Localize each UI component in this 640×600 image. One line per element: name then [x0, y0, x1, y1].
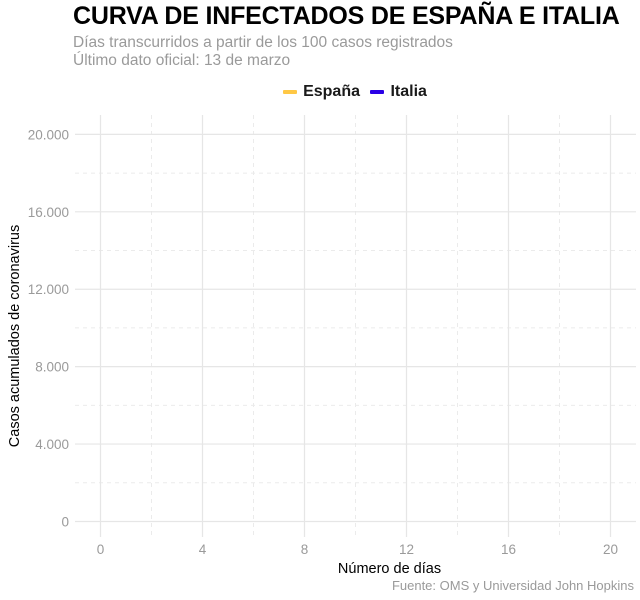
- legend: España Italia: [0, 81, 640, 101]
- legend-label-espana: España: [303, 83, 360, 100]
- x-tick-label: 4: [199, 542, 207, 557]
- x-axis-title: Número de días: [338, 561, 441, 577]
- legend-key-espana: [283, 90, 298, 94]
- y-tick-label: 0: [61, 515, 69, 530]
- x-tick-label: 8: [301, 542, 309, 557]
- chart-subtitle-line-1: Días transcurridos a partir de los 100 c…: [73, 34, 453, 51]
- chart-subtitle-line-2: Último dato oficial: 13 de marzo: [73, 52, 291, 69]
- legend-item-italia: Italia: [370, 83, 427, 101]
- y-tick-label: 4.000: [35, 437, 69, 452]
- y-axis-title: Casos acumulados de coronavirus: [7, 225, 23, 447]
- y-tick-label: 8.000: [35, 360, 69, 375]
- y-tick-label: 20.000: [28, 127, 69, 142]
- x-tick-label: 16: [501, 542, 516, 557]
- legend-key-italia: [370, 90, 385, 94]
- y-tick-label: 16.000: [28, 205, 69, 220]
- x-tick-label: 20: [603, 542, 618, 557]
- x-tick-label: 12: [399, 542, 414, 557]
- y-tick-label: 12.000: [28, 282, 69, 297]
- legend-item-espana: España: [283, 83, 360, 101]
- x-tick-label: 0: [97, 542, 105, 557]
- legend-label-italia: Italia: [390, 83, 427, 100]
- chart-caption: Fuente: OMS y Universidad John Hopkins: [391, 578, 634, 593]
- chart-title: CURVA DE INFECTADOS DE ESPAÑA E ITALIA: [73, 2, 620, 30]
